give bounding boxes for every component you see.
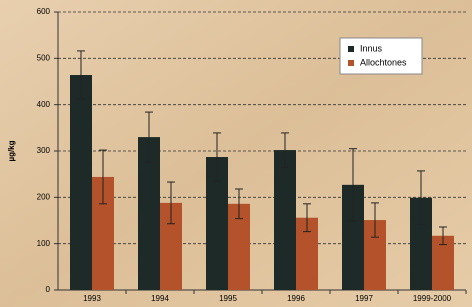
y-tick-label: 200 xyxy=(37,192,51,201)
bar xyxy=(274,150,296,290)
chart: µg/kg 0 100 200 300 400 500 600 1993 1994 1995 199… xyxy=(0,0,472,307)
y-tick-label: 600 xyxy=(37,7,51,16)
legend-label: Allochtones xyxy=(360,57,407,67)
x-tick-label: 1995 xyxy=(219,294,237,303)
legend-swatch xyxy=(348,46,354,52)
x-tick-label: 1996 xyxy=(287,294,305,303)
x-tick-label: 1997 xyxy=(355,294,373,303)
y-tick-label: 300 xyxy=(37,146,51,155)
y-axis-label: µg/kg xyxy=(7,140,16,161)
x-tick-label: 1993 xyxy=(83,294,101,303)
page: µg/kg 0 100 200 300 400 500 600 1993 1994 1995 199… xyxy=(0,0,472,307)
bar xyxy=(70,75,92,290)
legend-label: Innus xyxy=(360,43,383,53)
x-tick-label: 1999-2000 xyxy=(413,294,452,303)
y-tick-label: 0 xyxy=(46,285,51,294)
y-tick-label: 400 xyxy=(37,100,51,109)
legend-swatch xyxy=(348,60,354,66)
x-tick-label: 1994 xyxy=(151,294,169,303)
y-tick-label: 100 xyxy=(37,239,51,248)
y-tick-label: 500 xyxy=(37,53,51,62)
